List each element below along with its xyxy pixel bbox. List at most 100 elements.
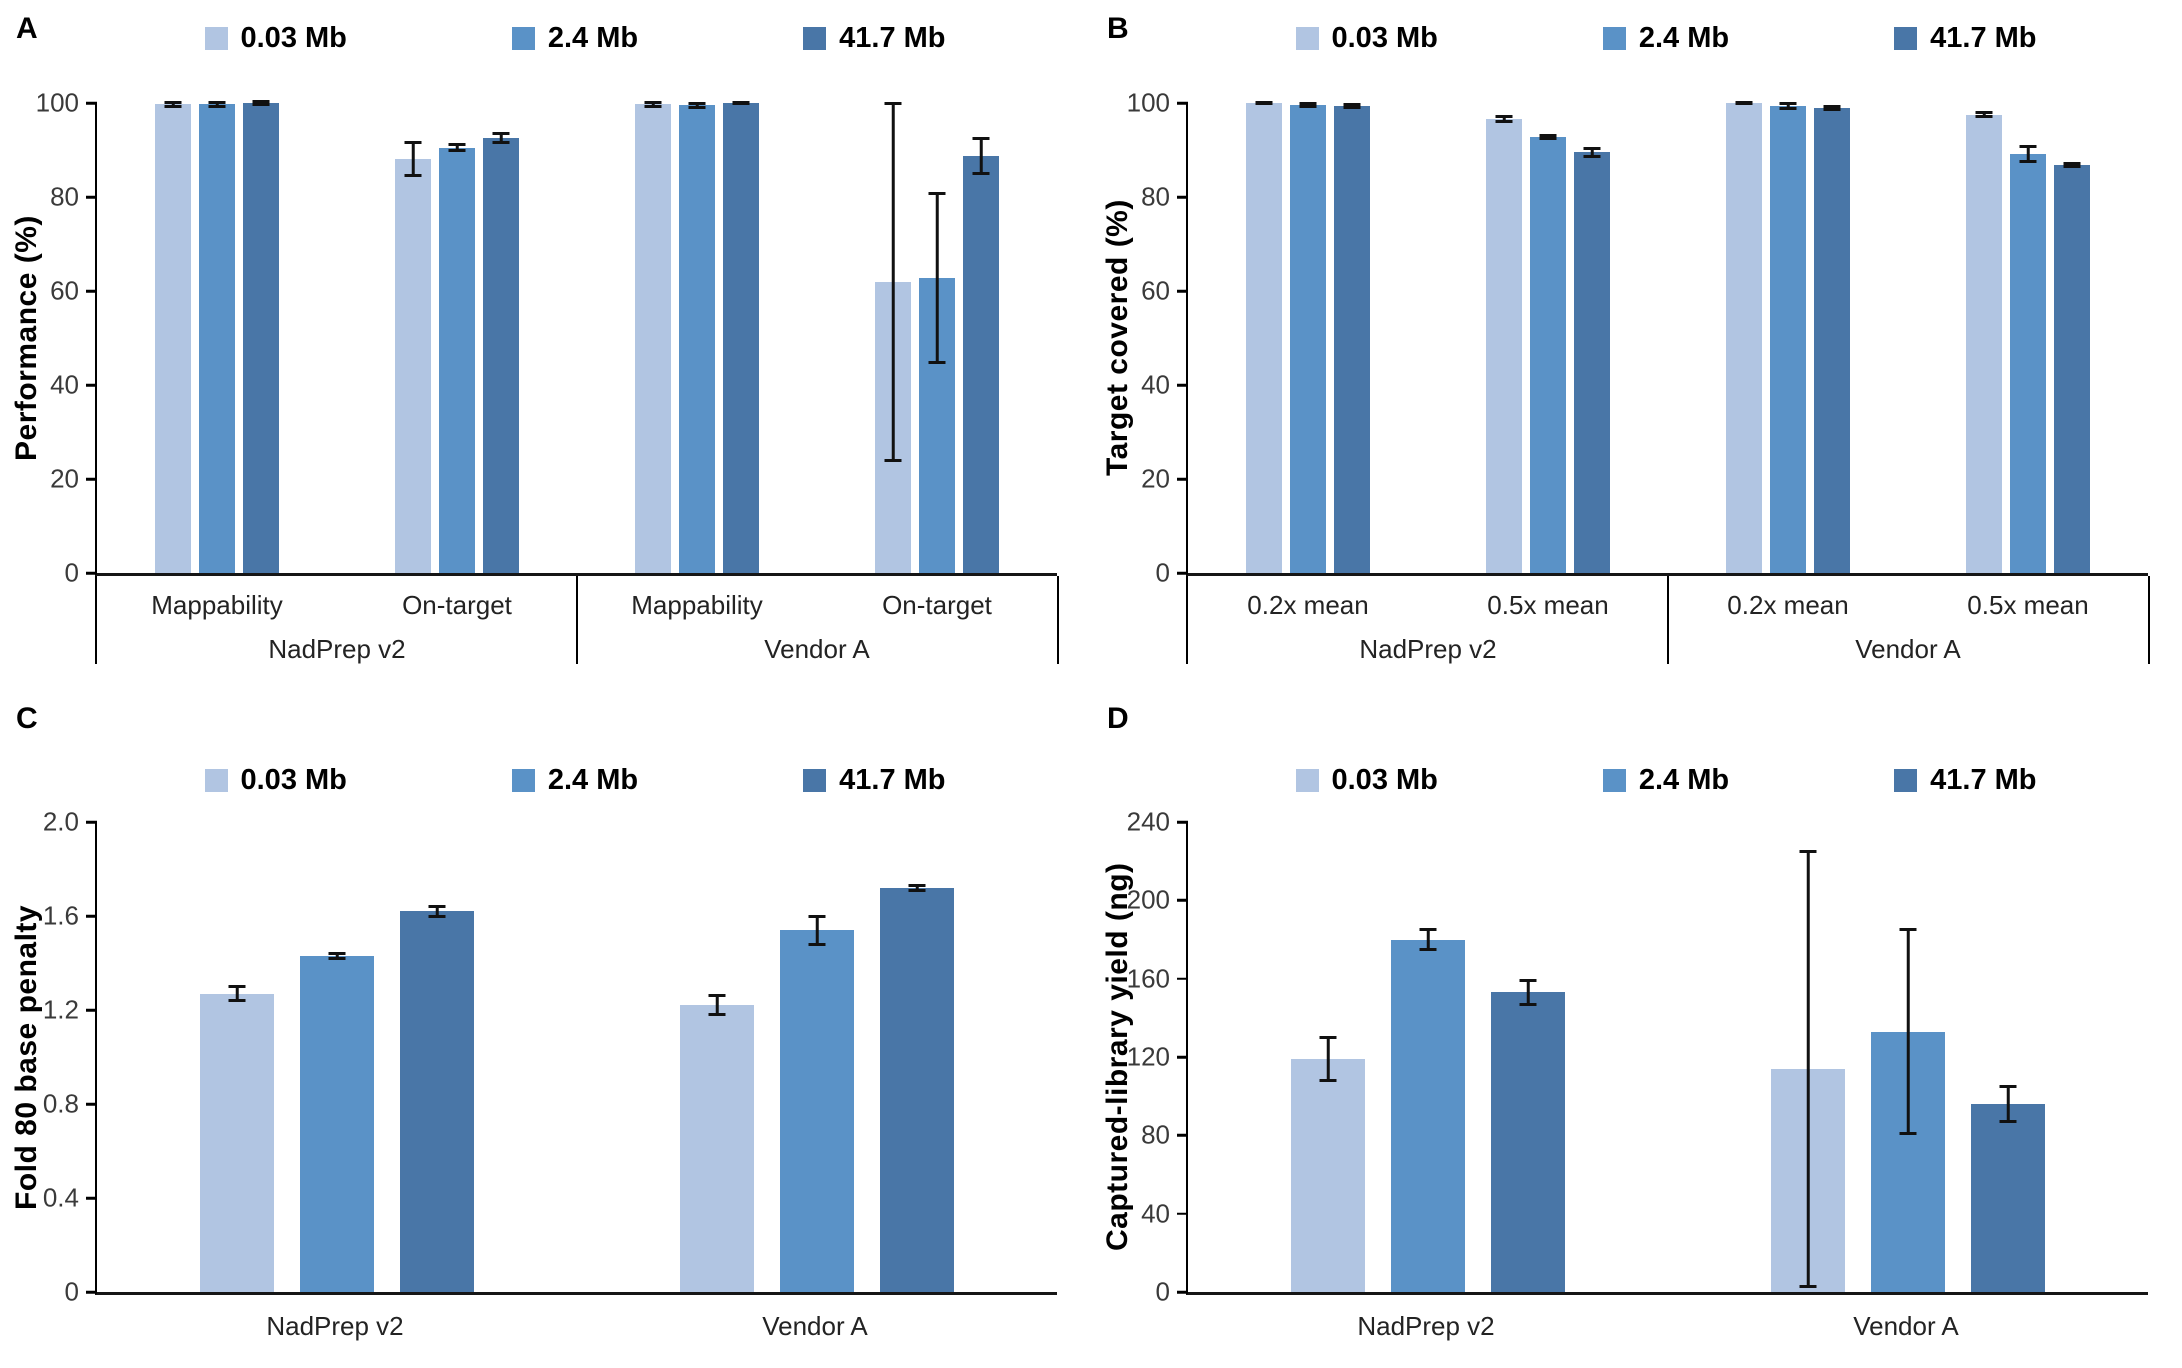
legend-item: 41.7 Mb	[803, 22, 946, 55]
bar-cluster	[1188, 100, 1428, 573]
error-bar-cap-bottom	[688, 105, 706, 109]
error-bar-cap-bottom	[1319, 1079, 1337, 1082]
y-tick-mark	[1177, 383, 1188, 387]
error-bar-cap-top	[1343, 103, 1361, 107]
y-tick-mark	[1177, 1290, 1188, 1294]
panel-c: C 0.03 Mb 2.4 Mb 41.7 Mb Fold 80 base pena…	[0, 690, 1091, 1368]
panel-a: A 0.03 Mb 2.4 Mb 41.7 Mb Performance (%) 1…	[0, 0, 1091, 690]
bar-column	[1771, 822, 1845, 1292]
error-bar-line	[1590, 148, 1594, 157]
bar-group	[395, 103, 519, 573]
error-bar-cap-top	[328, 952, 346, 956]
y-tick-mark	[86, 1102, 97, 1106]
bar	[723, 103, 759, 573]
panel-letter: D	[1107, 702, 1129, 735]
bar-column	[880, 822, 954, 1292]
bar-column	[1391, 822, 1465, 1292]
error-bar-line	[935, 193, 939, 363]
error-bar-cap-bottom	[328, 956, 346, 960]
y-tick-mark	[86, 101, 97, 105]
error-bar-cap-bottom	[1495, 120, 1513, 124]
bar-cluster	[1908, 103, 2148, 573]
y-tick-mark	[86, 477, 97, 481]
error-bar-cap-bottom	[448, 148, 466, 152]
error-bar-cap-bottom	[1779, 107, 1797, 111]
error-bar-cap-bottom	[908, 888, 926, 892]
legend-swatch-icon	[511, 769, 535, 792]
bar	[1770, 106, 1806, 573]
error-bar-cap-bottom	[884, 458, 902, 462]
bar-column	[1814, 103, 1850, 573]
error-bar-cap-top	[1255, 100, 1273, 104]
bar-column	[395, 103, 431, 573]
error-bar-cap-bottom	[928, 360, 946, 364]
error-bar-cap-bottom	[708, 1013, 726, 1017]
error-bar-line	[1786, 103, 1790, 109]
error-bar-cap-top	[404, 141, 422, 145]
error-bar-cap-bottom	[644, 104, 662, 108]
category-label: Mappability	[151, 590, 283, 620]
bar-column	[2054, 103, 2090, 573]
bar-column	[199, 101, 235, 573]
error-bar-line	[1326, 1037, 1330, 1081]
bar-column	[243, 100, 279, 573]
error-bar-cap-top	[492, 132, 510, 136]
y-tick-label: 80	[1141, 181, 1170, 212]
y-tick-label: 0	[1155, 1276, 1170, 1307]
y-axis-title: Fold 80 base penalty	[10, 904, 43, 1210]
bar	[1334, 106, 1370, 573]
legend-item: 0.03 Mb	[204, 22, 347, 55]
plot-area: 240 200 160 120 80 40 0	[1127, 807, 2148, 1307]
y-tick-mark	[86, 195, 97, 199]
legend: 0.03 Mb 2.4 Mb 41.7 Mb	[1186, 22, 2146, 55]
error-bar-cap-top	[1823, 104, 1841, 108]
error-bar-cap-top	[1495, 114, 1513, 118]
y-tick-label: 1.2	[42, 994, 79, 1025]
bar-group	[680, 822, 954, 1292]
category-row: NadPrep v2 Vendor A	[95, 1311, 1055, 1342]
legend-swatch-icon	[803, 769, 827, 792]
bar	[635, 104, 671, 573]
error-bar-cap-top	[1735, 100, 1753, 104]
error-bar-cap-bottom	[808, 942, 826, 946]
bar-cluster	[1668, 822, 2148, 1292]
bar	[2054, 165, 2090, 573]
error-bar-line	[235, 986, 239, 1001]
bar-column	[1770, 102, 1806, 573]
legend-label: 0.03 Mb	[1331, 764, 1438, 796]
legend-label: 41.7 Mb	[839, 22, 946, 54]
legend-label: 41.7 Mb	[839, 764, 946, 796]
error-bar-cap-bottom	[404, 174, 422, 178]
y-tick-label: 160	[1126, 963, 1170, 994]
category-label: Vendor A	[762, 1311, 868, 1341]
bar-column	[1246, 100, 1282, 573]
bar-clusters	[97, 822, 1057, 1292]
bar-column	[1966, 103, 2002, 573]
y-tick-mark	[1177, 1134, 1188, 1137]
error-bar-line	[1982, 112, 1986, 117]
legend-item: 0.03 Mb	[204, 764, 347, 797]
error-bar-cap-bottom	[1583, 155, 1601, 159]
category-row: Mappability On-target Mappability On-target	[97, 590, 1057, 621]
bar	[243, 103, 279, 573]
y-tick-label: 100	[1126, 87, 1170, 118]
error-bar-cap-top	[1899, 928, 1917, 932]
bar-column	[635, 101, 671, 573]
error-bar-cap-bottom	[1299, 104, 1317, 108]
error-bar-line	[1526, 980, 1530, 1005]
bar-column	[919, 103, 955, 573]
error-bar-cap-top	[1975, 111, 1993, 115]
y-tick-mark	[1177, 977, 1188, 980]
bar-cluster	[577, 822, 1057, 1292]
legend-label: 2.4 Mb	[547, 764, 639, 796]
error-bar-cap-top	[1519, 979, 1537, 983]
bar-group	[200, 822, 474, 1292]
bar	[300, 955, 374, 1292]
category-label: Mappability	[631, 590, 763, 620]
bar	[400, 911, 474, 1292]
legend-swatch-icon	[1894, 27, 1918, 50]
category-label: On-target	[402, 590, 512, 620]
y-tick-label: 40	[1141, 1198, 1170, 1229]
error-bar-cap-bottom	[1343, 106, 1361, 110]
error-bar-line	[2026, 146, 2030, 162]
